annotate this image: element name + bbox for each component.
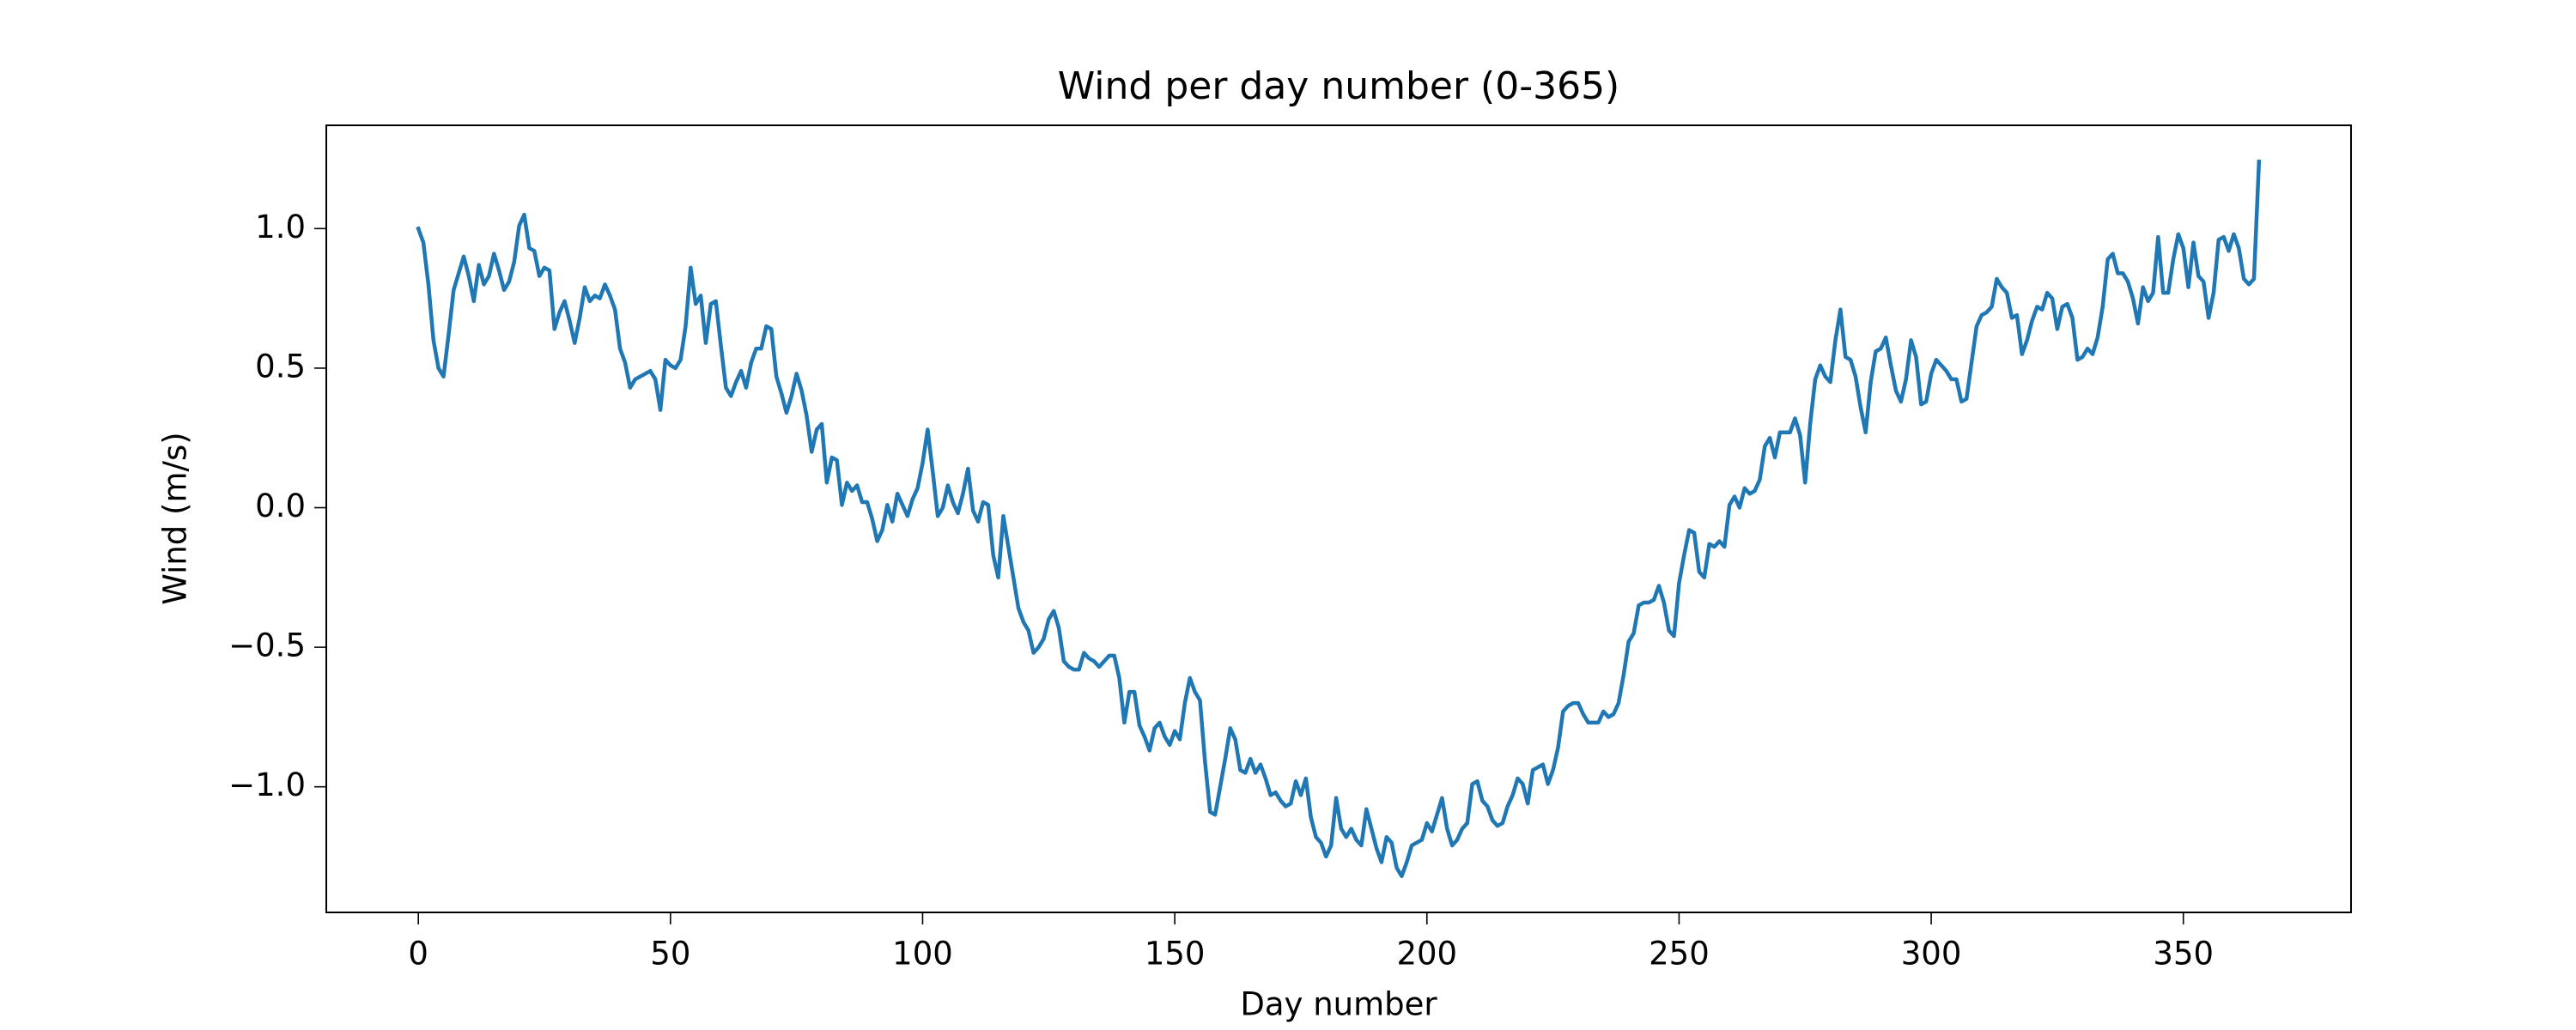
chart-title: Wind per day number (0-365) xyxy=(1058,64,1619,108)
x-tick-label: 0 xyxy=(408,936,428,972)
y-tick-label: 0.0 xyxy=(255,488,306,524)
data-line xyxy=(416,159,2262,878)
x-tick-label: 100 xyxy=(892,936,953,972)
x-tick-label: 200 xyxy=(1396,936,1457,972)
x-tick-label: 150 xyxy=(1145,936,1206,972)
plot-frame xyxy=(325,124,2352,913)
y-tick-label: 1.0 xyxy=(255,209,306,245)
x-tick-label: 350 xyxy=(2153,936,2214,972)
y-axis-label: Wind (m/s) xyxy=(157,432,194,604)
y-tick-label: 0.5 xyxy=(255,348,306,385)
x-tick-label: 300 xyxy=(1901,936,1962,972)
x-axis-label: Day number xyxy=(1240,986,1437,1023)
x-tick-label: 250 xyxy=(1649,936,1710,972)
y-tick-label: −0.5 xyxy=(228,627,306,664)
y-tick-label: −1.0 xyxy=(228,766,306,803)
x-tick-label: 50 xyxy=(650,936,690,972)
